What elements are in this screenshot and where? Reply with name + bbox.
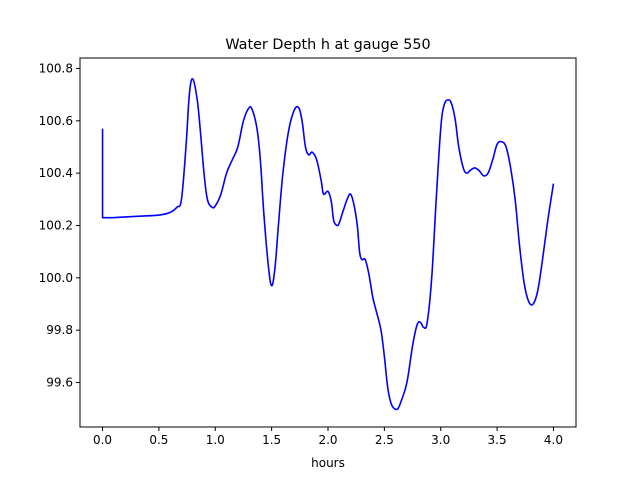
x-tick-label: 0.5 xyxy=(149,433,168,447)
x-tick-label: 1.5 xyxy=(262,433,281,447)
y-tick-label: 100.0 xyxy=(39,271,73,285)
x-tick-label: 2.5 xyxy=(375,433,394,447)
y-tick-label: 100.2 xyxy=(39,218,73,232)
plot-area xyxy=(101,78,555,411)
chart-title: Water Depth h at gauge 550 xyxy=(225,37,430,53)
axes-frame xyxy=(79,57,577,428)
y-tick-label: 100.8 xyxy=(39,61,73,75)
x-tick-label: 2.0 xyxy=(318,433,337,447)
y-axis: 99.6 99.8 100.0 100.2 100.4 100.6 100.8 xyxy=(39,61,80,390)
series-line xyxy=(101,78,555,411)
x-axis-label: hours xyxy=(311,456,345,470)
x-axis: 0.0 0.5 1.0 1.5 2.0 2.5 3.0 3.5 4.0 xyxy=(93,427,563,447)
x-tick-label: 4.0 xyxy=(544,433,563,447)
x-tick-label: 3.0 xyxy=(431,433,450,447)
y-tick-label: 99.6 xyxy=(46,376,73,390)
y-tick-label: 100.4 xyxy=(39,166,73,180)
x-tick-label: 3.5 xyxy=(488,433,507,447)
x-tick-label: 1.0 xyxy=(206,433,225,447)
y-tick-label: 99.8 xyxy=(46,323,73,337)
y-tick-label: 100.6 xyxy=(39,114,73,128)
x-tick-label: 0.0 xyxy=(93,433,112,447)
